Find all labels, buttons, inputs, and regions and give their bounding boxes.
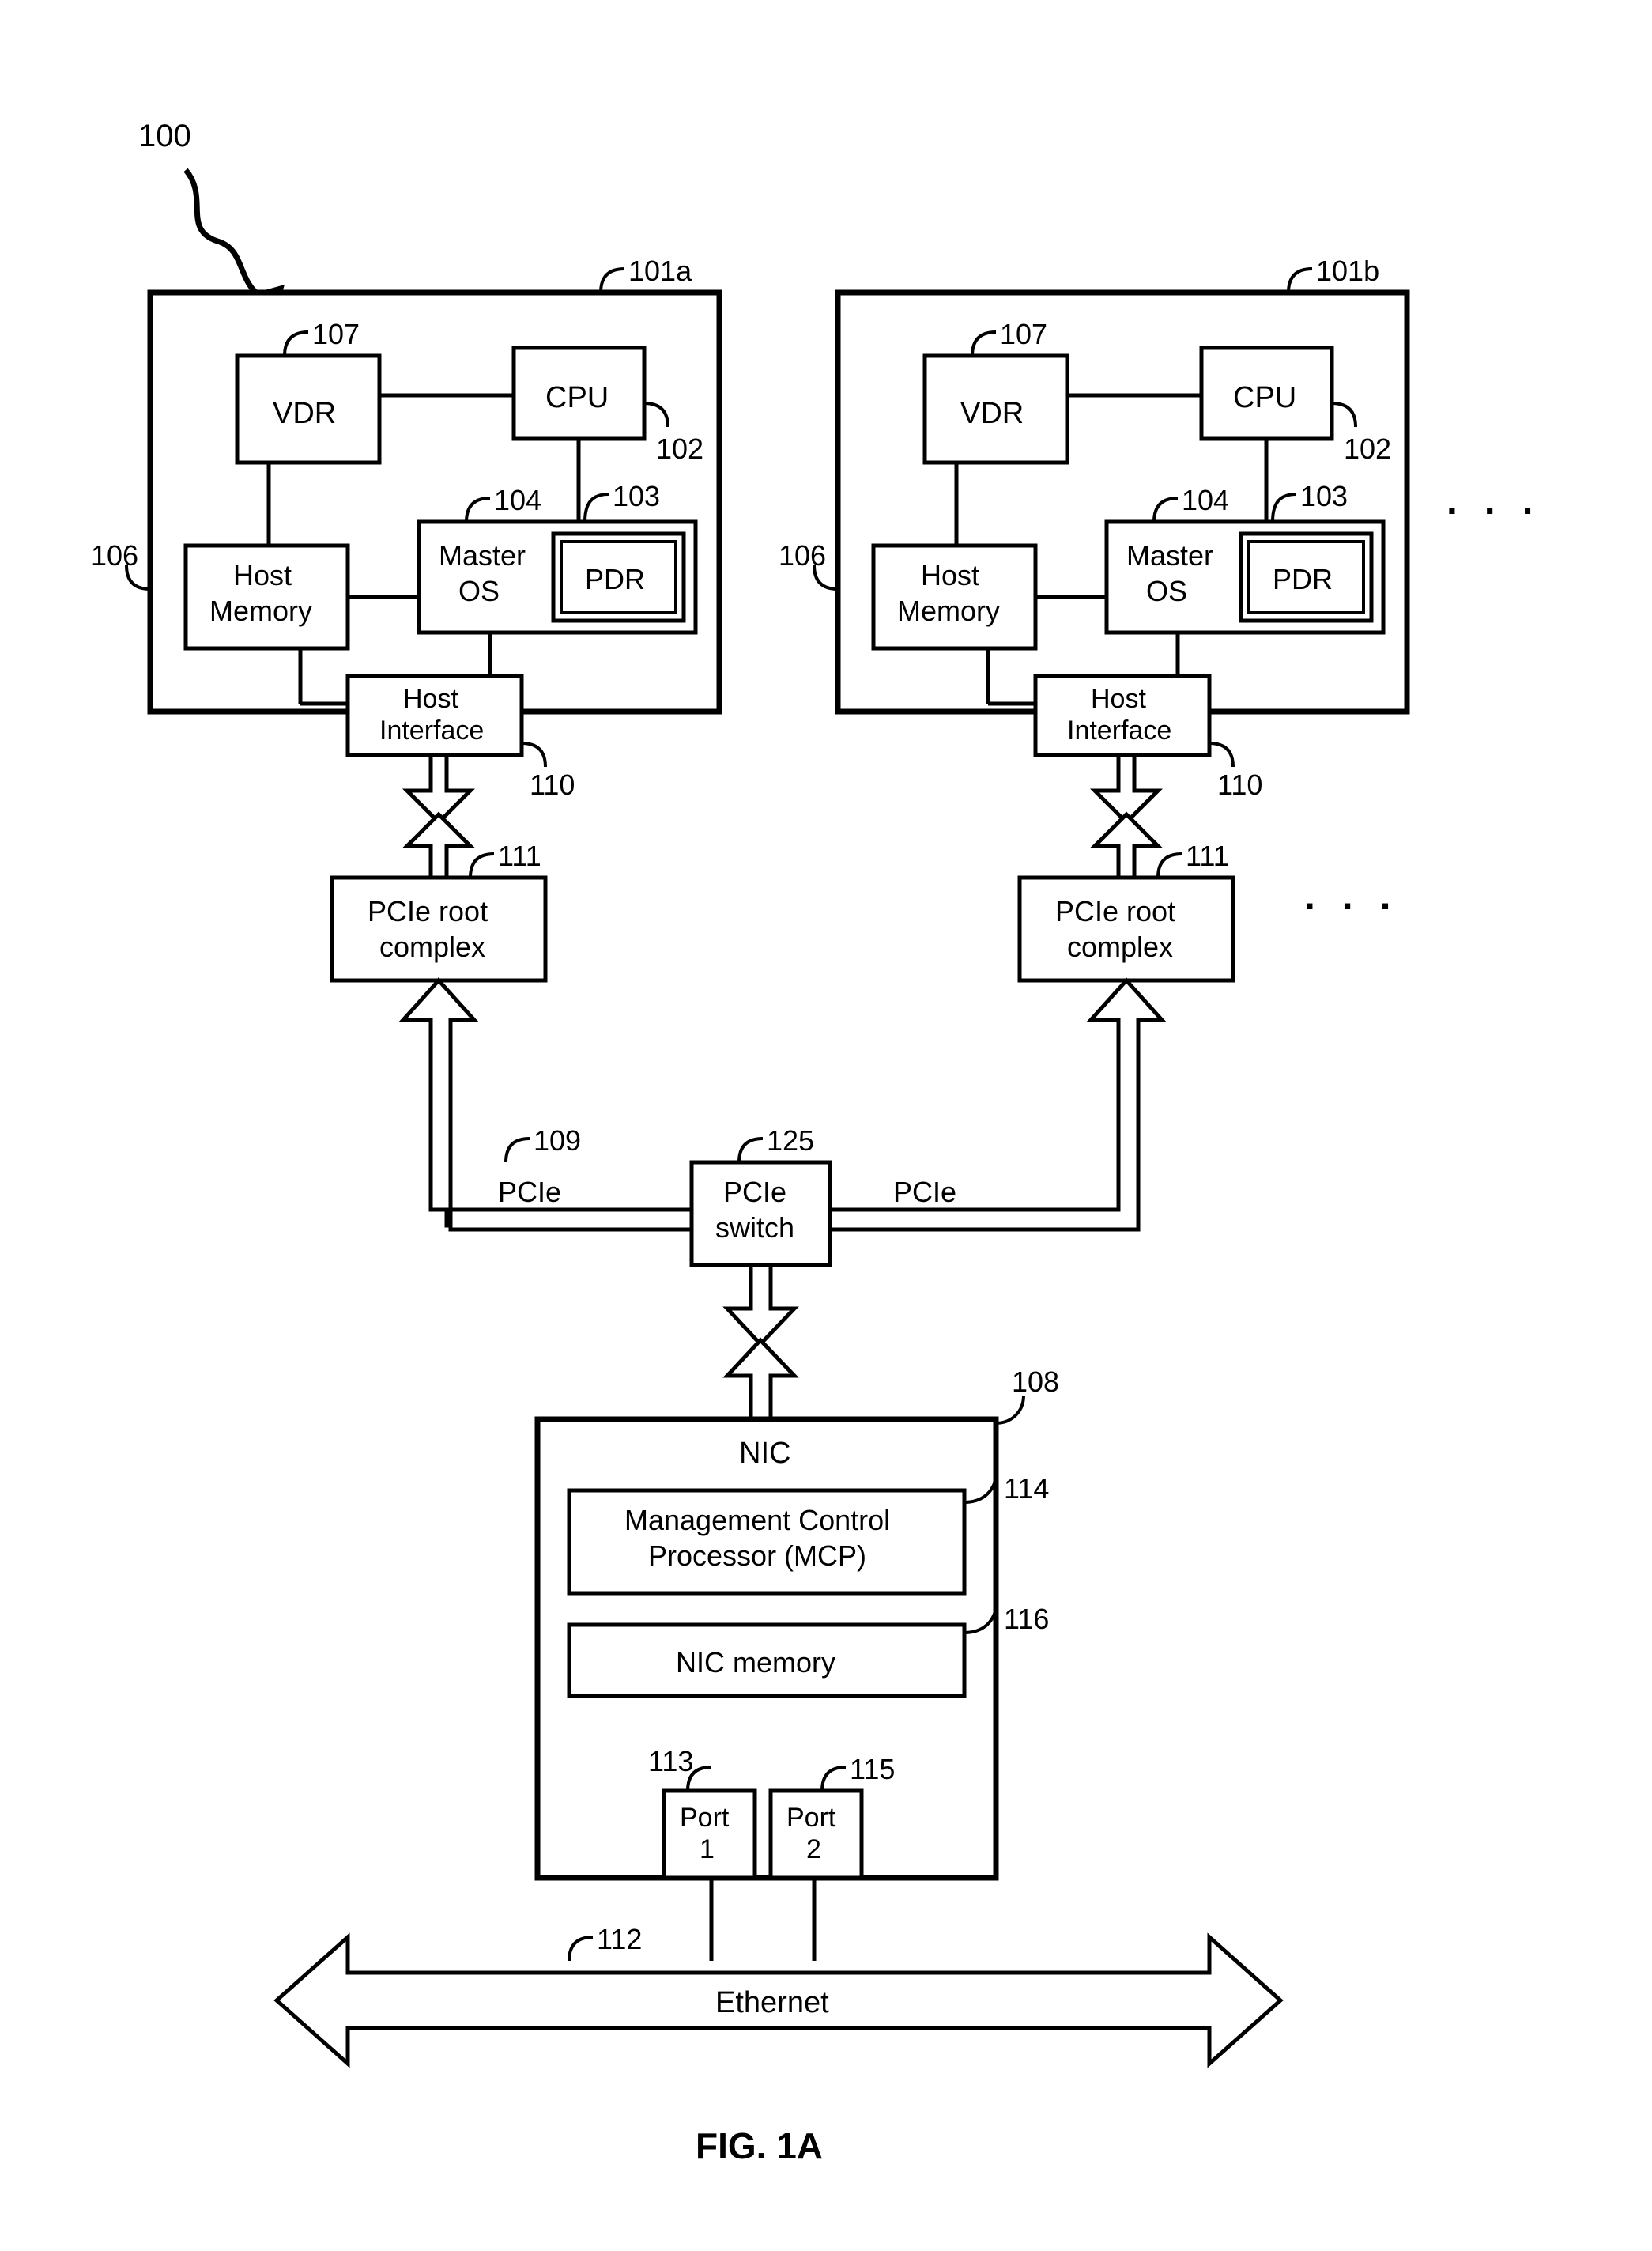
pcie-link-right-label: PCIe: [893, 1176, 956, 1208]
pcie-root-b-ref: 111: [1186, 840, 1229, 872]
host-a-hif-l1: Host: [403, 684, 458, 714]
pcie-link-left-ref: 109: [534, 1124, 581, 1157]
host-a-vdr-ref: 107: [312, 318, 360, 350]
pcie-link-right-arrow: [830, 980, 1162, 1229]
host-a-mem-l1: Host: [233, 559, 292, 591]
host-b-cpu-label: CPU: [1233, 381, 1296, 414]
host-a: 101a VDR 107 CPU 102 Master OS 104 PDR 1…: [91, 255, 719, 801]
ethernet-ref: 112: [597, 1923, 642, 1955]
arrow-hif-b-to-root-b: [1095, 755, 1158, 878]
pcie-switch-ref: 125: [767, 1124, 814, 1157]
mcp-l1: Management Control: [624, 1504, 890, 1536]
port1-l1: Port: [680, 1803, 730, 1833]
host-a-ref: 101a: [628, 255, 692, 287]
port2-l1: Port: [786, 1803, 836, 1833]
ellipsis-upper: . . .: [1446, 478, 1541, 523]
nic-ref: 108: [1012, 1365, 1059, 1398]
host-a-mem-l2: Memory: [209, 595, 312, 627]
pcie-link-left-label: PCIe: [498, 1176, 561, 1208]
mcp-l2: Processor (MCP): [648, 1539, 866, 1572]
pcie-root-b-box: [1020, 878, 1233, 980]
host-b-vdr-label: VDR: [960, 397, 1024, 430]
ethernet-arrow: Ethernet: [277, 1937, 1280, 2064]
host-b: 101b VDR 107 CPU 102 Master OS 104 PDR 1…: [779, 255, 1407, 801]
arrow-switch-to-nic: [727, 1265, 794, 1419]
host-b-masteros-l2: OS: [1146, 575, 1187, 607]
host-b-pdr-label: PDR: [1273, 563, 1333, 595]
nic-label: NIC: [739, 1437, 790, 1470]
host-b-mem-l1: Host: [921, 559, 979, 591]
host-b-mem-ref: 106: [779, 539, 826, 572]
host-b-hif-l2: Interface: [1067, 716, 1171, 746]
host-b-masteros-ref: 104: [1182, 484, 1229, 516]
ref-100-arrow: 100: [138, 119, 285, 312]
host-a-cpu-ref: 102: [656, 432, 703, 465]
diagram-canvas: 100 101a VDR 107 CPU 102 Master OS 104 P…: [0, 0, 1652, 2251]
pcie-root-a-box: [332, 878, 545, 980]
host-b-hif-l1: Host: [1091, 684, 1146, 714]
host-a-pdr-label: PDR: [585, 563, 645, 595]
host-b-pdr-ref: 103: [1300, 480, 1348, 512]
host-a-masteros-l1: Master: [439, 539, 526, 572]
host-b-mem-l2: Memory: [897, 595, 1000, 627]
host-b-hif-ref: 110: [1217, 769, 1262, 801]
ellipsis-lower: . . .: [1304, 874, 1398, 918]
host-a-cpu-label: CPU: [545, 381, 609, 414]
pcie-switch-l1: PCIe: [723, 1176, 786, 1208]
nic-mem-ref: 116: [1004, 1603, 1049, 1635]
ref-100-label: 100: [138, 119, 191, 153]
ethernet-label: Ethernet: [715, 1986, 829, 2019]
host-b-vdr-ref: 107: [1000, 318, 1047, 350]
pcie-root-b-l1: PCIe root: [1055, 895, 1175, 927]
host-a-hif-ref: 110: [530, 769, 575, 801]
pcie-root-a-ref: 111: [498, 840, 541, 872]
pcie-switch-l2: switch: [715, 1211, 794, 1244]
host-a-masteros-ref: 104: [494, 484, 541, 516]
host-a-hif-l2: Interface: [379, 716, 484, 746]
host-b-masteros-l1: Master: [1126, 539, 1213, 572]
nic-mem-label: NIC memory: [676, 1646, 835, 1679]
arrow-hif-a-to-root-a: [407, 755, 470, 878]
host-b-ref: 101b: [1316, 255, 1379, 287]
pcie-root-a-l1: PCIe root: [368, 895, 488, 927]
mcp-ref: 114: [1004, 1472, 1049, 1505]
port1-ref: 113: [648, 1745, 693, 1777]
host-a-vdr-label: VDR: [273, 397, 336, 430]
port2-l2: 2: [806, 1834, 821, 1864]
host-a-mem-ref: 106: [91, 539, 138, 572]
pcie-root-a-l2: complex: [379, 931, 485, 963]
figure-caption: FIG. 1A: [696, 2125, 823, 2166]
port1-l2: 1: [700, 1834, 715, 1864]
host-b-cpu-ref: 102: [1344, 432, 1391, 465]
port2-ref: 115: [850, 1753, 895, 1785]
host-a-pdr-ref: 103: [613, 480, 660, 512]
pcie-root-b-l2: complex: [1067, 931, 1173, 963]
host-a-masteros-l2: OS: [458, 575, 500, 607]
